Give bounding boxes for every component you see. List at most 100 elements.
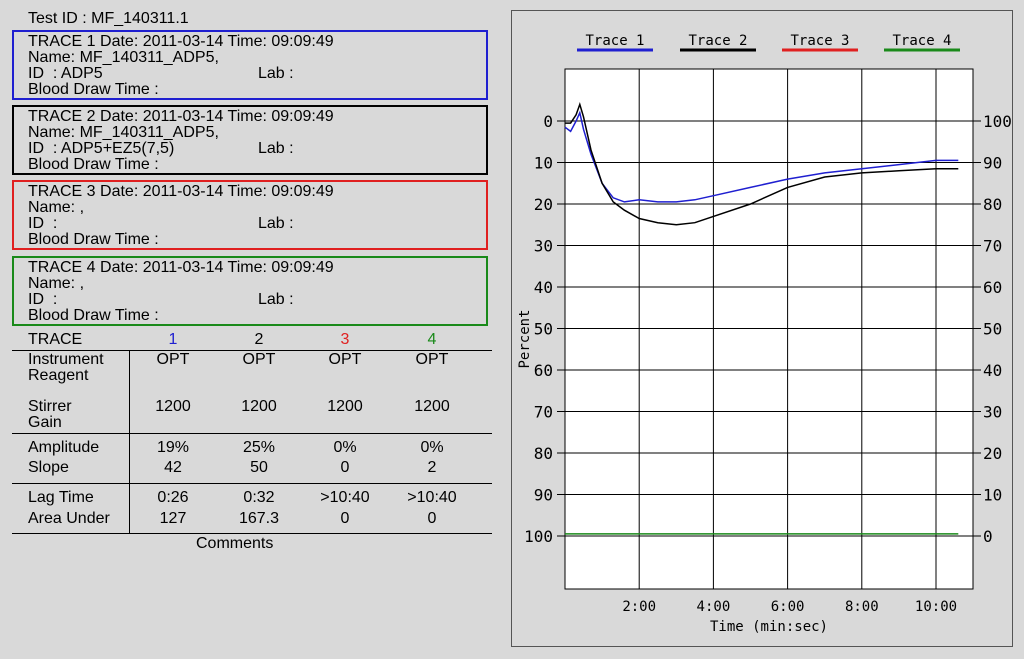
amplitude-value-2: 25% bbox=[242, 439, 276, 456]
x-tick-label: 2:00 bbox=[622, 599, 656, 615]
y-tick-label-right: 50 bbox=[983, 320, 1002, 339]
trace-number-2: 2 bbox=[254, 331, 264, 348]
area-under-value-2: 167.3 bbox=[238, 510, 280, 527]
trace-3-lab: Lab : bbox=[258, 215, 294, 232]
y-tick-label-left: 50 bbox=[534, 320, 553, 339]
slope-value-1: 42 bbox=[164, 459, 182, 476]
trace-2-lab: Lab : bbox=[258, 140, 294, 157]
y-tick-label-left: 60 bbox=[534, 361, 553, 380]
y-tick-label-left: 70 bbox=[534, 403, 553, 422]
x-tick-label: 8:00 bbox=[845, 599, 879, 615]
area-under-value-4: 0 bbox=[427, 510, 437, 527]
series-line bbox=[564, 110, 959, 203]
lag-time-value-1: 0:26 bbox=[157, 489, 189, 506]
stirrer-value-4: 1200 bbox=[414, 398, 450, 415]
trace-3-id: ID : bbox=[28, 215, 58, 232]
trace-2-header: TRACE 2 Date: 2011-03-14 Time: 09:09:49 bbox=[28, 108, 334, 125]
y-tick-label-right: 60 bbox=[983, 278, 1002, 297]
instrument-value-4: OPT bbox=[415, 351, 449, 368]
y-tick-label-left: 100 bbox=[524, 527, 553, 546]
divider bbox=[12, 433, 492, 434]
y-tick-label-left: 10 bbox=[534, 154, 553, 173]
trace-4-id: ID : bbox=[28, 291, 58, 308]
y-tick-label-right: 20 bbox=[983, 444, 1002, 463]
y-tick-label-left: 30 bbox=[534, 237, 553, 256]
trace-number-1: 1 bbox=[168, 331, 178, 348]
trace-4-header: TRACE 4 Date: 2011-03-14 Time: 09:09:49 bbox=[28, 259, 334, 276]
amplitude-label: Amplitude bbox=[28, 439, 100, 456]
trace-number-3: 3 bbox=[340, 331, 350, 348]
trace-info-1: TRACE 1 Date: 2011-03-14 Time: 09:09:49 … bbox=[12, 30, 488, 100]
y-tick-label-left: 90 bbox=[534, 486, 553, 505]
y-tick-label-right: 90 bbox=[983, 154, 1002, 173]
y-axis-title: Percent bbox=[517, 309, 533, 368]
trace-4-name: Name: , bbox=[28, 275, 85, 292]
column-divider bbox=[129, 350, 130, 533]
amplitude-value-4: 0% bbox=[420, 439, 444, 456]
y-tick-label-right: 10 bbox=[983, 486, 1002, 505]
trace-2-blood-draw: Blood Draw Time : bbox=[28, 156, 159, 173]
trace-1-header: TRACE 1 Date: 2011-03-14 Time: 09:09:49 bbox=[28, 33, 334, 50]
y-tick-label-right: 0 bbox=[983, 527, 993, 546]
instrument-value-3: OPT bbox=[328, 351, 362, 368]
legend-label: Trace 4 bbox=[892, 33, 951, 49]
stirrer-value-2: 1200 bbox=[241, 398, 277, 415]
trace-1-id: ID : ADP5 bbox=[28, 65, 103, 82]
trace-3-blood-draw: Blood Draw Time : bbox=[28, 231, 159, 248]
trace-info-2: TRACE 2 Date: 2011-03-14 Time: 09:09:49 … bbox=[12, 105, 488, 175]
comments-label: Comments bbox=[196, 535, 274, 552]
y-tick-label-right: 30 bbox=[983, 403, 1002, 422]
trace-1-lab: Lab : bbox=[258, 65, 294, 82]
trace-1-name: Name: MF_140311_ADP5, bbox=[28, 49, 219, 66]
stirrer-value-1: 1200 bbox=[155, 398, 191, 415]
gain-label: Gain bbox=[28, 414, 62, 431]
slope-value-2: 50 bbox=[250, 459, 268, 476]
trace-1-blood-draw: Blood Draw Time : bbox=[28, 81, 159, 98]
trace-3-header: TRACE 3 Date: 2011-03-14 Time: 09:09:49 bbox=[28, 183, 334, 200]
stirrer-label: Stirrer bbox=[28, 398, 72, 415]
stirrer-value-3: 1200 bbox=[327, 398, 363, 415]
series-line bbox=[565, 101, 959, 226]
legend-label: Trace 3 bbox=[790, 33, 849, 49]
y-tick-label-left: 0 bbox=[543, 112, 553, 131]
lag-time-value-4: >10:40 bbox=[407, 489, 457, 506]
legend-label: Trace 1 bbox=[585, 33, 644, 49]
aggregation-chart-panel: 0 100 10 90 20 80 30 70 40 60 50 50 60 40 70 30 80 20 90 10… bbox=[511, 10, 1013, 647]
y-tick-label-right: 80 bbox=[983, 195, 1002, 214]
area-under-value-3: 0 bbox=[340, 510, 350, 527]
divider bbox=[12, 533, 492, 534]
slope-value-3: 0 bbox=[340, 459, 350, 476]
y-tick-label-left: 20 bbox=[534, 195, 553, 214]
instrument-label: Instrument bbox=[28, 351, 104, 368]
area-under-value-1: 127 bbox=[159, 510, 187, 527]
slope-value-4: 2 bbox=[427, 459, 437, 476]
trace-3-name: Name: , bbox=[28, 199, 85, 216]
trace-4-blood-draw: Blood Draw Time : bbox=[28, 307, 159, 324]
x-tick-label: 6:00 bbox=[771, 599, 805, 615]
instrument-value-2: OPT bbox=[242, 351, 276, 368]
lag-time-value-2: 0:32 bbox=[243, 489, 275, 506]
amplitude-value-1: 19% bbox=[156, 439, 190, 456]
trace-4-lab: Lab : bbox=[258, 291, 294, 308]
trace-info-3: TRACE 3 Date: 2011-03-14 Time: 09:09:49 … bbox=[12, 180, 488, 250]
y-tick-label-right: 70 bbox=[983, 237, 1002, 256]
test-id: Test ID : MF_140311.1 bbox=[28, 10, 189, 27]
divider bbox=[12, 483, 492, 484]
lag-time-label: Lag Time bbox=[28, 489, 94, 506]
y-tick-label-right: 100 bbox=[983, 112, 1012, 131]
trace-2-id: ID : ADP5+EZ5(7,5) bbox=[28, 140, 175, 157]
y-tick-label-left: 80 bbox=[534, 444, 553, 463]
x-axis-title: Time (min:sec) bbox=[710, 619, 828, 635]
results-table: TRACE 1 2 3 4 Instrument Reagent OPT OPT… bbox=[12, 330, 492, 560]
reagent-label: Reagent bbox=[28, 367, 89, 384]
trace-2-name: Name: MF_140311_ADP5, bbox=[28, 124, 219, 141]
legend-label: Trace 2 bbox=[688, 33, 747, 49]
y-tick-label-right: 40 bbox=[983, 361, 1002, 380]
area-under-label: Area Under bbox=[28, 510, 110, 527]
trace-column-label: TRACE bbox=[28, 331, 83, 348]
slope-label: Slope bbox=[28, 459, 69, 476]
y-tick-label-left: 40 bbox=[534, 278, 553, 297]
instrument-value-1: OPT bbox=[156, 351, 190, 368]
amplitude-value-3: 0% bbox=[333, 439, 357, 456]
